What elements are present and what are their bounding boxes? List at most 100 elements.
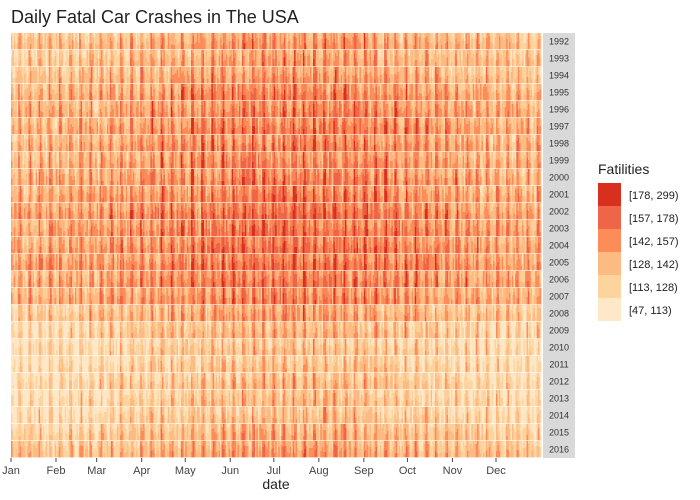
- heat-cell-shade: [356, 135, 359, 142]
- heat-cell: [363, 135, 366, 152]
- heat-cell-shade: [141, 118, 144, 128]
- heat-cell-shade: [21, 50, 23, 61]
- heat-cell: [530, 33, 533, 50]
- heat-cell-shade: [169, 101, 172, 107]
- heat-cell: [459, 101, 462, 118]
- heat-cell: [199, 152, 202, 169]
- heat-cell: [154, 50, 157, 67]
- heat-cell-shade: [458, 33, 461, 42]
- heat-cell-shade: [265, 135, 267, 147]
- heat-cell-shade: [382, 135, 385, 146]
- heat-cell-shade: [35, 33, 38, 39]
- heat-cell-shade: [527, 135, 530, 141]
- heat-cell: [254, 101, 257, 118]
- heat-cell-shade: [105, 135, 108, 145]
- heat-cell-shade: [440, 84, 443, 90]
- heat-cell-shade: [24, 135, 26, 138]
- heat-cell: [472, 118, 475, 135]
- heat-cell-shade: [313, 101, 315, 104]
- heat-cell: [188, 67, 190, 84]
- heat-cell: [42, 84, 45, 101]
- heat-cell-shade: [465, 50, 468, 57]
- heat-cell: [127, 152, 129, 169]
- heat-cell: [302, 33, 305, 50]
- heat-cell: [89, 135, 92, 152]
- heat-cell: [180, 118, 183, 135]
- heat-cell: [16, 50, 19, 67]
- heat-cell-shade: [297, 135, 299, 147]
- heat-cell: [302, 152, 305, 169]
- heat-cell: [532, 33, 535, 50]
- heat-cell-shade: [215, 84, 218, 91]
- heat-cell-shade: [128, 67, 131, 76]
- heat-cell: [289, 67, 292, 84]
- heat-cell: [472, 67, 475, 84]
- heat-cell-shade: [461, 84, 463, 90]
- heat-cell: [286, 118, 289, 135]
- heat-cell-shade: [376, 67, 379, 76]
- heat-cell-shade: [224, 135, 227, 140]
- heat-cell-shade: [227, 50, 230, 57]
- heat-cell: [225, 135, 228, 152]
- heat-cell-shade: [199, 50, 202, 57]
- heat-cell-shade: [234, 118, 237, 123]
- heat-cell: [424, 33, 427, 50]
- heat-cell-shade: [311, 152, 314, 155]
- heat-cell: [96, 152, 99, 169]
- heat-cell: [228, 152, 231, 169]
- heat-cell-shade: [355, 118, 357, 124]
- heat-cell-shade: [192, 84, 195, 94]
- heat-cell-shade: [436, 67, 439, 74]
- heat-cell-shade: [516, 67, 519, 76]
- heat-cell: [77, 67, 80, 84]
- heat-cell-shade: [507, 101, 510, 111]
- heat-cell: [218, 101, 221, 118]
- heat-cell-shade: [404, 33, 407, 38]
- heat-cell-shade: [92, 152, 95, 161]
- heat-cell-shade: [453, 33, 456, 45]
- heat-cell-shade: [286, 67, 289, 77]
- heat-cell-shade: [471, 101, 474, 105]
- heat-cell: [326, 33, 328, 50]
- heat-cell: [212, 67, 215, 84]
- heat-cell: [371, 101, 373, 118]
- heat-cell: [536, 33, 539, 50]
- heat-cell: [375, 67, 378, 84]
- heat-cell-shade: [185, 135, 188, 143]
- heat-cell-shade: [199, 84, 202, 95]
- heat-cell: [329, 135, 331, 152]
- heat-cell-shade: [419, 84, 421, 93]
- heat-cell: [230, 84, 233, 101]
- heat-cell-shade: [449, 101, 452, 109]
- heat-cell: [167, 33, 170, 50]
- heat-cell-shade: [481, 33, 484, 42]
- heat-cell-shade: [389, 135, 392, 145]
- heat-cell-shade: [493, 33, 495, 45]
- heat-cell-shade: [519, 118, 522, 122]
- heat-cell: [175, 135, 177, 152]
- heat-cell-shade: [326, 50, 328, 55]
- heat-cell: [346, 33, 349, 50]
- heat-cell-shade: [343, 152, 346, 163]
- heat-cell-shade: [365, 33, 368, 37]
- heat-cell: [437, 67, 440, 84]
- heat-cell: [413, 118, 416, 135]
- heat-cell-shade: [154, 67, 157, 74]
- heat-cell-shade: [108, 50, 111, 60]
- heat-cell: [54, 135, 57, 152]
- heat-cell: [273, 118, 276, 135]
- heat-cell: [56, 135, 58, 152]
- heat-cell: [294, 50, 296, 67]
- heat-cell-shade: [468, 84, 471, 94]
- heat-cell: [314, 50, 317, 67]
- heat-cell-shade: [436, 135, 439, 142]
- heat-cell: [220, 67, 222, 84]
- heat-cell-shade: [323, 101, 325, 110]
- heat-cell-shade: [164, 84, 167, 87]
- heat-cell: [311, 152, 314, 169]
- heat-cell-shade: [366, 84, 369, 87]
- heat-cell-shade: [493, 84, 495, 91]
- heat-cell: [513, 101, 516, 118]
- heat-cell-shade: [480, 135, 482, 147]
- heat-cell: [172, 84, 174, 101]
